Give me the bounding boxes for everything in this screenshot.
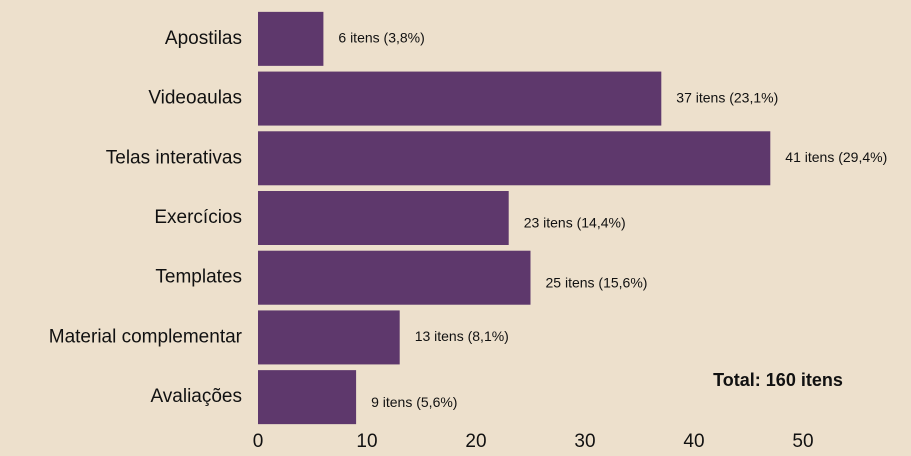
bar-annotation: 25 itens (15,6%) (546, 274, 648, 290)
y-tick-label: Videoaulas (148, 88, 242, 109)
x-tick-label: 40 (683, 431, 704, 452)
x-tick-label: 0 (253, 431, 264, 452)
bar-annotation: 23 itens (14,4%) (524, 215, 626, 231)
bar (258, 71, 662, 126)
y-tick-label: Apostilas (165, 28, 242, 49)
bar (258, 370, 357, 425)
bar (258, 11, 324, 66)
bar (258, 191, 509, 245)
y-tick-label: Material complementar (49, 326, 243, 347)
bar-annotation: 6 itens (3,8%) (338, 30, 424, 46)
bar-annotation: 41 itens (29,4%) (785, 149, 887, 165)
y-tick-label: Exercícios (154, 207, 242, 228)
x-tick-label: 20 (465, 431, 486, 452)
x-tick-label: 50 (792, 431, 813, 452)
total-label: Total: 160 itens (713, 370, 843, 390)
bar (258, 310, 400, 365)
bar-annotation: 13 itens (8,1%) (415, 328, 509, 344)
x-tick-label: 30 (574, 431, 595, 452)
bar-annotation: 37 itens (23,1%) (676, 89, 778, 105)
x-tick-label: 10 (356, 431, 377, 452)
y-tick-label: Avaliações (150, 386, 242, 407)
bar (258, 250, 531, 305)
bar-annotation: 9 itens (5,6%) (371, 394, 457, 410)
y-tick-label: Telas interativas (106, 147, 242, 168)
bar (258, 131, 771, 186)
y-tick-label: Templates (155, 267, 242, 288)
